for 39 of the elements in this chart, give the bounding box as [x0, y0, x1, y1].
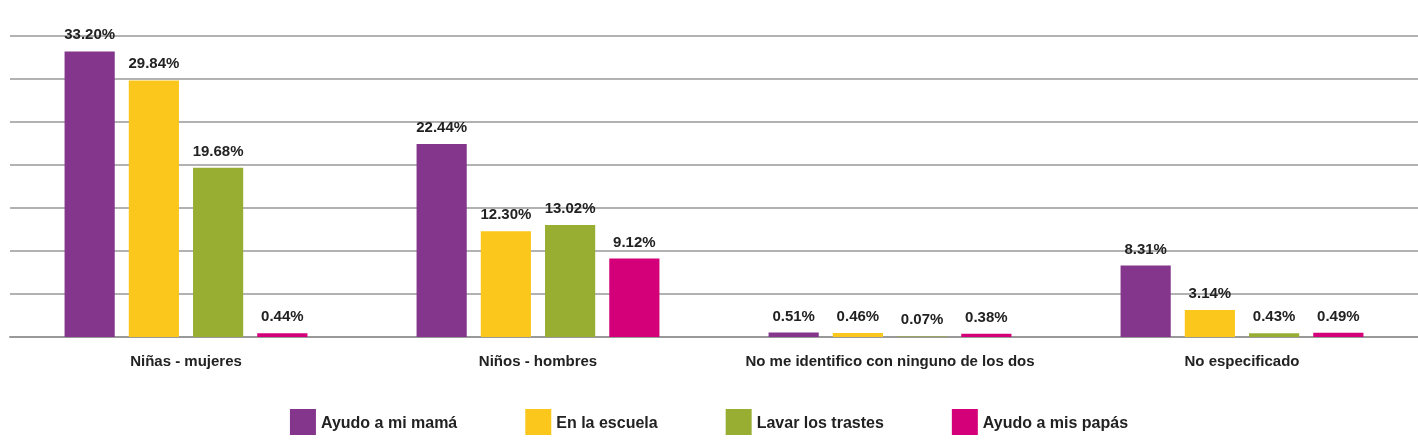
x-tick-label: Niñas - mujeres: [130, 352, 242, 369]
data-label: 8.31%: [1124, 239, 1167, 257]
data-label: 13.02%: [544, 199, 596, 217]
bar: [193, 167, 244, 337]
data-label: 12.30%: [480, 205, 532, 223]
bar: [480, 231, 531, 337]
bar: [1120, 265, 1171, 337]
bar: [257, 333, 308, 337]
bar: [768, 332, 819, 337]
data-label: 29.84%: [128, 54, 180, 72]
data-label: 0.49%: [1317, 306, 1360, 324]
data-label: 0.51%: [772, 306, 815, 324]
x-tick-label: No me identifico con ninguno de los dos: [745, 352, 1035, 369]
legend-label: Lavar los trastes: [756, 413, 884, 431]
bar: [1249, 333, 1300, 337]
x-tick-label: No especificado: [1184, 352, 1300, 369]
legend-label: Ayudo a mi mamá: [320, 413, 458, 431]
x-tick-label: Niños - hombres: [478, 352, 598, 369]
data-label: 0.46%: [836, 307, 880, 325]
bar: [128, 80, 179, 337]
bar: [609, 258, 660, 337]
legend-label: Ayudo a mis papás: [982, 413, 1129, 431]
bar: [961, 333, 1012, 337]
data-label: 0.38%: [965, 307, 1008, 325]
bar: [545, 225, 596, 337]
bar: [416, 144, 467, 337]
data-label: 9.12%: [613, 232, 656, 250]
bar: [1184, 310, 1235, 337]
bar: [1313, 332, 1364, 337]
data-label: 0.44%: [261, 307, 304, 325]
data-label: 19.68%: [192, 141, 244, 159]
bar: [832, 333, 883, 337]
data-label: 0.43%: [1252, 307, 1296, 325]
bar: [64, 51, 115, 337]
legend-label: En la escuela: [556, 413, 658, 431]
data-label: 22.44%: [416, 118, 468, 136]
data-label: 3.14%: [1188, 284, 1232, 301]
data-label: 0.07%: [900, 310, 944, 328]
data-label: 33.20%: [64, 25, 116, 43]
